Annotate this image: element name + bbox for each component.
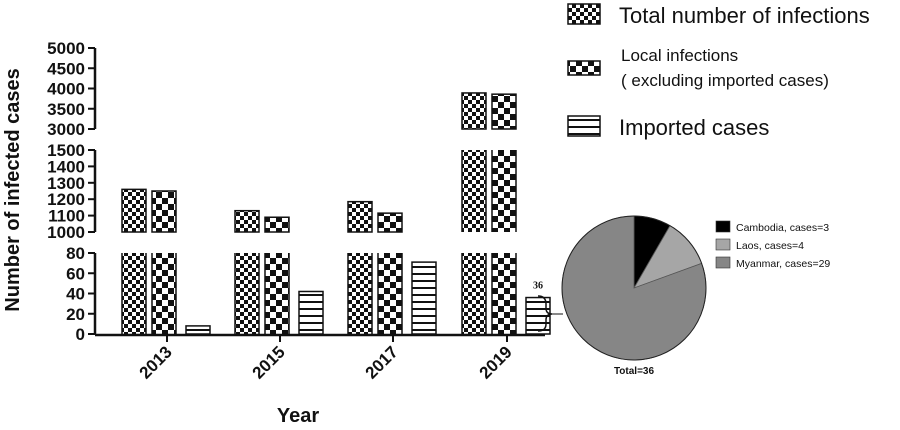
y-tick-label: 5000 <box>47 39 85 58</box>
pie-caption: Total=36 <box>614 366 655 377</box>
pie-legend: Cambodia, cases=3 Laos, cases=4 Myanmar, c… <box>715 220 830 270</box>
y-axis-label: Number of infected cases <box>2 68 24 311</box>
y-tick-label: 80 <box>66 244 85 263</box>
data-label: 36 <box>533 281 543 292</box>
pie-legend-label: Laos, cases=4 <box>736 240 804 252</box>
bar-2013-1-piece <box>152 253 176 334</box>
pie-chart <box>561 215 707 361</box>
bracket-icon <box>537 295 563 332</box>
bar-2017-1-piece <box>378 253 402 334</box>
y-tick-label: 1000 <box>47 223 85 242</box>
legend-label: Local infections <box>621 46 738 65</box>
bar-2013-0-piece <box>122 253 146 334</box>
pie-legend-label: Cambodia, cases=3 <box>736 222 829 234</box>
bar-2019-0 <box>461 92 487 130</box>
bar-legend: Total number of infections Local infectio… <box>567 3 870 140</box>
y-tick-label: 20 <box>66 305 85 324</box>
pie-outline <box>561 215 707 361</box>
legend-swatch <box>567 3 601 25</box>
pie-legend-swatch <box>715 238 731 251</box>
bar-2013-1 <box>151 190 177 233</box>
x-tick-label: 2013 <box>136 342 176 382</box>
bar-2015-0-piece <box>235 253 259 334</box>
bar-2019-1-piece <box>492 150 516 232</box>
bar-2017-2 <box>411 261 437 335</box>
bar-2019-0-piece <box>462 253 486 334</box>
y-tick-label: 0 <box>76 325 85 344</box>
y-tick-label: 1200 <box>47 190 85 209</box>
legend-swatch <box>567 60 601 76</box>
pie-legend-label: Myanmar, cases=29 <box>736 258 830 270</box>
y-tick-label: 1300 <box>47 174 85 193</box>
legend-swatch <box>567 115 601 137</box>
y-tick-label: 4000 <box>47 80 85 99</box>
bar-2017-0 <box>347 200 373 233</box>
bar-series: 36 <box>121 92 551 335</box>
x-tick-label: 2019 <box>476 342 516 382</box>
y-tick-label: 1100 <box>48 207 85 226</box>
y-tick-label: 40 <box>66 285 85 304</box>
bar-2019-1 <box>491 93 517 130</box>
bar-2017-0-piece <box>348 253 372 334</box>
x-tick-label: 2017 <box>362 342 402 382</box>
legend-label-line2: ( excluding imported cases) <box>621 71 829 90</box>
bar-2013-2 <box>185 325 211 335</box>
y-tick-label: 3500 <box>47 100 85 119</box>
y-tick-label: 1500 <box>47 141 85 160</box>
bar-2015-1-piece <box>265 253 289 334</box>
bar-2015-0 <box>234 209 260 233</box>
x-axis: 2013 2015 2017 2019 <box>95 333 545 383</box>
y-tick-label: 3000 <box>47 120 85 139</box>
y-tick-label: 4500 <box>47 59 85 78</box>
pie-legend-swatch <box>715 256 731 269</box>
legend-label: Total number of infections <box>619 3 870 28</box>
bar-2013-0 <box>121 188 147 233</box>
pie-legend-swatch <box>715 220 731 233</box>
bar-2019-0-piece <box>462 150 486 232</box>
bar-2015-2 <box>298 290 324 335</box>
legend-label: Imported cases <box>619 115 769 140</box>
y-tick-label: 60 <box>66 264 85 283</box>
y-tick-label: 1400 <box>47 157 85 176</box>
x-tick-label: 2015 <box>249 342 289 382</box>
x-axis-label: Year <box>277 405 319 427</box>
bar-2017-1 <box>377 212 403 233</box>
bar-2015-1 <box>264 216 290 233</box>
bar-2019-1-piece <box>492 253 516 334</box>
